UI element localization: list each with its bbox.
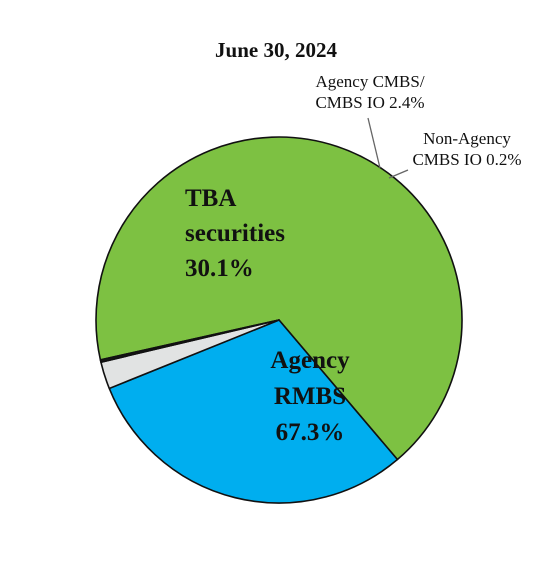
slice-label-line: Non-Agency <box>423 129 511 148</box>
slice-label-tba-securities: TBA securities 30.1% <box>185 185 285 282</box>
slice-label-line: CMBS IO 0.2% <box>412 150 521 169</box>
pie-slice-non-agency-cmbs-io <box>99 319 280 363</box>
leader-line-non-agency-cmbs-io <box>388 169 409 179</box>
slice-label-line: 67.3% <box>276 419 345 446</box>
slice-label-line: TBA <box>185 185 236 212</box>
slice-label-agency-rmbs: Agency RMBS 67.3% <box>270 347 350 446</box>
pie-slice-agency-rmbs <box>95 136 463 461</box>
slice-label-line: RMBS <box>274 383 346 410</box>
pie-slice-tba-securities <box>108 319 399 504</box>
slice-label-line: Agency <box>270 347 350 374</box>
chart-title: June 30, 2024 <box>215 38 337 62</box>
slice-labels: Agency RMBS 67.3% TBA securities 30.1% Agency … <box>185 72 522 446</box>
slice-label-non-agency-cmbs-io: Non-Agency CMBS IO 0.2% <box>412 129 521 169</box>
slice-label-line: Agency CMBS/ <box>315 72 424 91</box>
leader-line-agency-cmbs-cmbs-io <box>367 117 381 169</box>
slice-label-line: 30.1% <box>185 255 254 282</box>
slice-label-line: CMBS IO 2.4% <box>315 93 424 112</box>
leader-lines <box>367 117 409 179</box>
pie-slices <box>95 136 463 504</box>
slice-label-agency-cmbs-cmbs-io: Agency CMBS/CMBS IO 2.4% <box>315 72 424 112</box>
slice-label-line: securities <box>185 220 285 247</box>
